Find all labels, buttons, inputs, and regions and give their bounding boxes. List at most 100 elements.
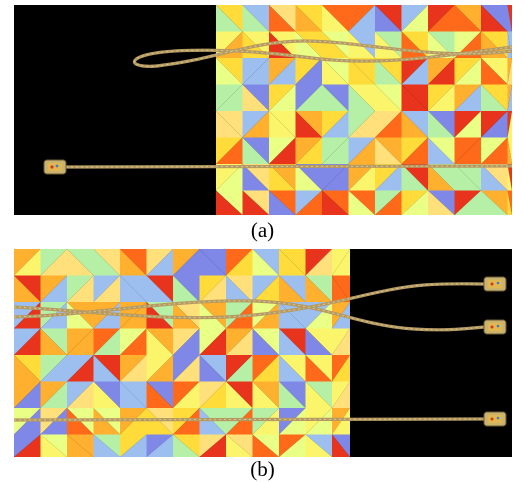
mosaic-tile (322, 31, 349, 58)
mosaic-tile (322, 58, 349, 85)
mosaic-tile (226, 381, 253, 408)
mosaic-tile (295, 84, 322, 111)
mosaic-tile (454, 137, 481, 164)
mosaic-tile (348, 84, 375, 111)
mosaic-tile (305, 249, 332, 276)
mosaic-tile (216, 190, 243, 215)
mosaic-tile (507, 190, 512, 215)
mosaic-tile (305, 302, 332, 329)
mosaic-tile (375, 111, 402, 138)
patterned-background (14, 249, 350, 457)
mosaic-tile (348, 111, 375, 138)
mosaic-tile (173, 249, 200, 276)
mosaic-tile (295, 5, 322, 32)
mosaic-tile (40, 434, 67, 457)
mosaic-tile (269, 164, 296, 191)
mosaic-tile (305, 328, 332, 355)
cable-loop-highlight (133, 40, 512, 67)
mosaic-tile (173, 381, 200, 408)
mosaic-tile (226, 275, 253, 302)
mosaic-tile (428, 137, 455, 164)
cable-straight-highlight (65, 165, 512, 168)
mosaic-tile (252, 275, 279, 302)
mosaic-tile (375, 164, 402, 191)
mosaic-tile (332, 328, 350, 355)
mosaic-tile (173, 275, 200, 302)
mosaic-tile (269, 111, 296, 138)
mosaic-tile (242, 190, 269, 215)
mosaic-tile (242, 164, 269, 191)
mosaic-tile (305, 355, 332, 382)
mosaic-tile (120, 328, 147, 355)
mosaic-tile (40, 275, 67, 302)
mosaic-tile (146, 302, 173, 329)
mosaic-tile (348, 190, 375, 215)
mosaic-tile (375, 137, 402, 164)
mosaic-tile (67, 434, 94, 457)
mosaic-tile (428, 84, 455, 111)
mosaic-tile (199, 275, 226, 302)
mosaic-tile (216, 111, 243, 138)
mosaic-tile (332, 355, 350, 382)
mosaic-tile (269, 58, 296, 85)
cable-end-cap-upper (483, 276, 507, 292)
mosaic-tile (14, 249, 41, 276)
mosaic-tile (401, 164, 428, 191)
cable-lower-highlight (14, 418, 485, 421)
cable-end-cap (43, 159, 67, 175)
mosaic-tile (93, 434, 120, 457)
mosaic-tile (173, 328, 200, 355)
mosaic-tile (295, 190, 322, 215)
mosaic-tile (67, 355, 94, 382)
mosaic-tile (269, 5, 296, 32)
mosaic-tile (401, 190, 428, 215)
mosaic-tile (481, 111, 508, 138)
mosaic-tile (226, 434, 253, 457)
mosaic-tile (216, 84, 243, 111)
mosaic-tile (279, 328, 306, 355)
mosaic-tile (146, 275, 173, 302)
mosaic-tile (120, 434, 147, 457)
mosaic-tile (428, 111, 455, 138)
mosaic-tile (332, 434, 350, 457)
mosaic-tile (295, 137, 322, 164)
mosaic-tile (481, 137, 508, 164)
mosaic-tile (305, 408, 332, 435)
panel-a-scene (14, 5, 512, 215)
mosaic-tile (295, 58, 322, 85)
mosaic-tile (40, 328, 67, 355)
mosaic-tile (226, 355, 253, 382)
mosaic-tile (322, 84, 349, 111)
mosaic-tile (279, 381, 306, 408)
mosaic-tile (199, 381, 226, 408)
mosaic-tile (146, 355, 173, 382)
mosaic-tile (454, 5, 481, 32)
mosaic-tile (269, 137, 296, 164)
mosaic-tile (295, 31, 322, 58)
mosaic-tile (279, 408, 306, 435)
panel-b (14, 249, 512, 457)
mosaic-tile (269, 31, 296, 58)
mosaic-tile (93, 275, 120, 302)
mosaic-tile (295, 111, 322, 138)
mosaic-tile (199, 302, 226, 329)
mosaic-tile (199, 434, 226, 457)
mosaic-tile (216, 58, 243, 85)
mosaic-tile (481, 58, 508, 85)
mosaic-tile (173, 302, 200, 329)
mosaic-tile (242, 84, 269, 111)
mosaic-tile (348, 5, 375, 32)
mosaic-tile (93, 381, 120, 408)
mosaic-tile (93, 328, 120, 355)
mosaic-tile (14, 275, 41, 302)
mosaic-tile (454, 164, 481, 191)
mosaic-tile (199, 249, 226, 276)
mosaic-tile (305, 381, 332, 408)
mosaic-tile (242, 137, 269, 164)
mosaic-tile (375, 31, 402, 58)
mosaic-tile (216, 5, 243, 32)
mosaic-tile (120, 381, 147, 408)
caption-b: (b) (250, 457, 275, 481)
mosaic-tile (332, 275, 350, 302)
mosaic-tile (279, 249, 306, 276)
